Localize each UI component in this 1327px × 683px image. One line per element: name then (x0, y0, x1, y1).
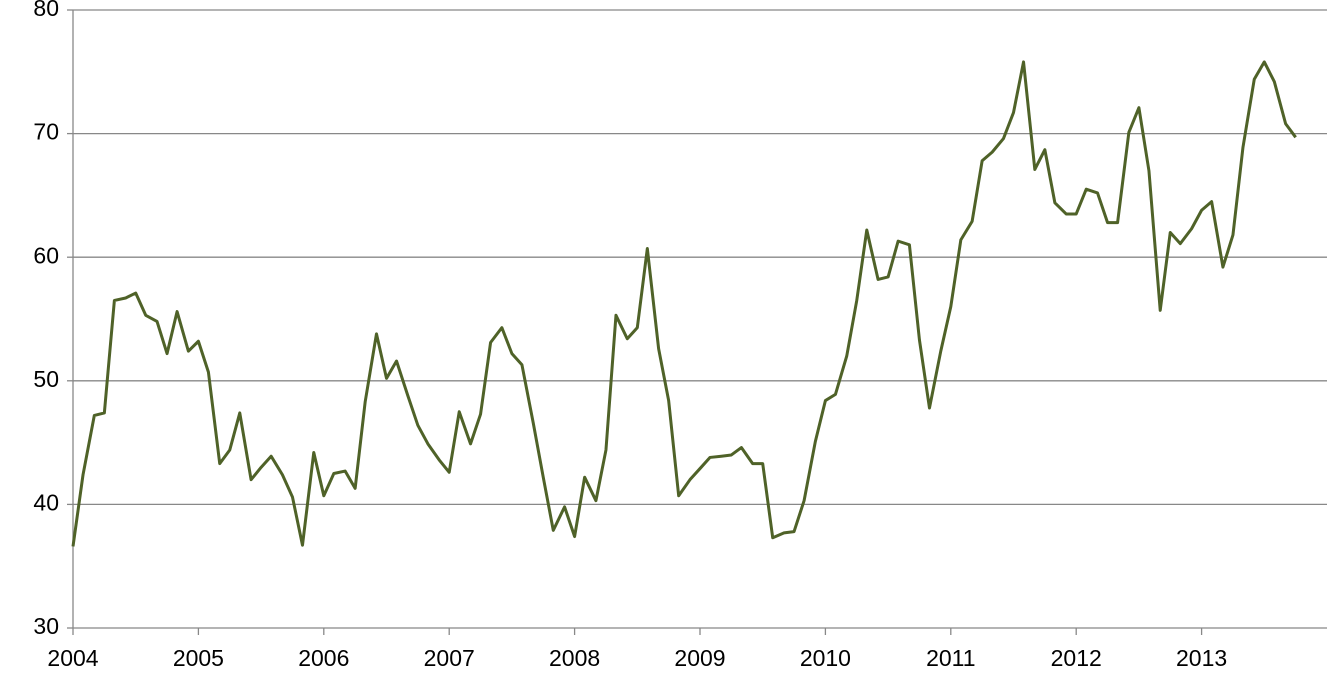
y-tick-label: 80 (33, 0, 59, 21)
x-tick-label: 2010 (800, 645, 851, 671)
y-tick-label: 60 (33, 242, 59, 268)
y-tick-label: 40 (33, 489, 59, 515)
x-tick-label: 2005 (173, 645, 224, 671)
x-tick-label: 2007 (424, 645, 475, 671)
x-tick-label: 2008 (549, 645, 600, 671)
y-tick-label: 30 (33, 613, 59, 639)
x-tick-label: 2011 (926, 645, 975, 671)
y-tick-label: 70 (33, 119, 59, 145)
x-tick-label: 2013 (1176, 645, 1227, 671)
y-tick-label: 50 (33, 366, 59, 392)
x-tick-label: 2006 (298, 645, 349, 671)
x-tick-label: 2012 (1051, 645, 1102, 671)
data-line (71, 60, 1297, 547)
x-tick-label: 2004 (47, 645, 98, 671)
x-tick-label: 2009 (674, 645, 725, 671)
